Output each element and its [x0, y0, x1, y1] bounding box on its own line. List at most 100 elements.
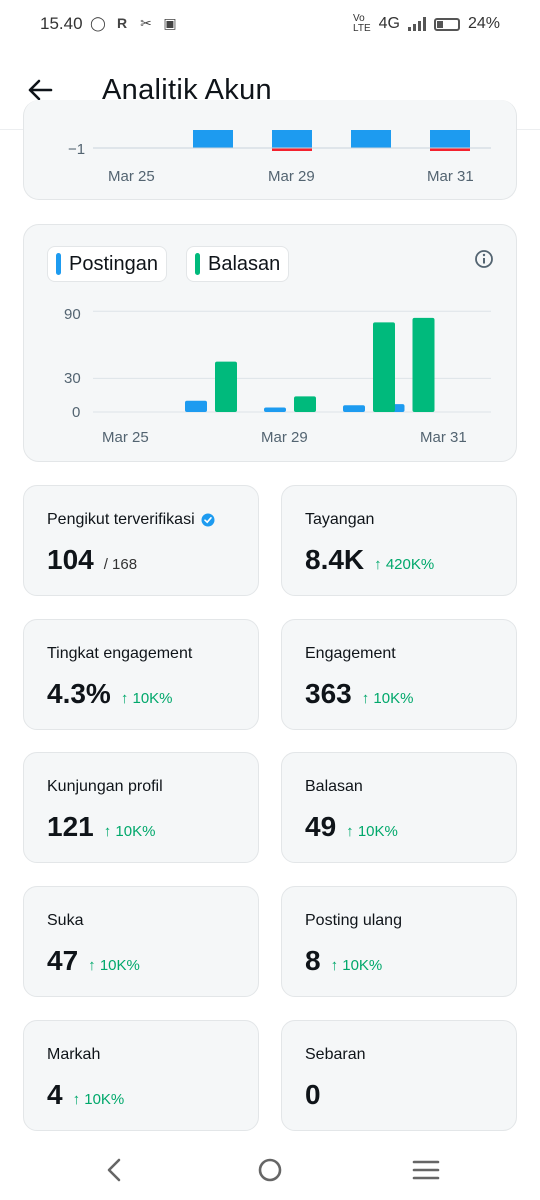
stat-card-shares[interactable]: Sebaran 0	[281, 1020, 517, 1131]
top-chart-negative-bar	[430, 148, 470, 151]
legend-balasan[interactable]: Balasan	[186, 246, 290, 282]
status-time: 15.40	[40, 14, 83, 33]
x-tick-label: Mar 29	[261, 429, 308, 446]
nav-back-icon[interactable]	[97, 1152, 133, 1188]
chart-bar-balasan[interactable]	[294, 396, 316, 412]
stat-value-row: 363 ↑ 10K%	[305, 678, 413, 710]
stat-value-row: 8.4K ↑ 420K%	[305, 544, 434, 576]
stat-label: Pengikut terverifikasi	[47, 511, 195, 528]
legend-label: Postingan	[69, 252, 158, 275]
system-nav-bar	[0, 1140, 540, 1200]
stat-delta: ↑ 10K%	[346, 823, 398, 840]
stat-delta: ↑ 420K%	[374, 556, 435, 573]
stat-value: 4	[47, 1079, 63, 1110]
nav-menu-icon[interactable]	[408, 1152, 444, 1188]
stat-delta: ↑ 10K%	[88, 957, 140, 974]
y-tick-label: 30	[64, 370, 81, 387]
stat-card-engagements[interactable]: Engagement 363 ↑ 10K%	[281, 619, 517, 730]
stat-label: Posting ulang	[305, 912, 402, 929]
stat-label: Markah	[47, 1046, 101, 1063]
stat-card-likes[interactable]: Suka 47 ↑ 10K%	[23, 886, 259, 997]
stat-value: 8.4K	[305, 544, 365, 575]
legend-label: Balasan	[208, 252, 281, 275]
top-chart-bar	[351, 130, 391, 148]
top-chart-y-tick: −1	[68, 141, 86, 158]
stat-card-engagement-rate[interactable]: Tingkat engagement 4.3% ↑ 10K%	[23, 619, 259, 730]
top-chart-bar	[430, 130, 470, 148]
stat-value-row: 104 / 168	[47, 544, 137, 576]
stat-value: 363	[305, 678, 352, 709]
top-chart-x-tick: Mar 29	[268, 168, 315, 185]
top-chart-bar	[272, 130, 312, 148]
status-bar: 15.40 ◯ R ✂ ▣ Vo LTE 4G 24%	[0, 0, 540, 52]
legend-swatch-blue	[56, 253, 61, 275]
top-chart-bar	[193, 130, 233, 148]
stat-card-impressions[interactable]: Tayangan 8.4K ↑ 420K%	[281, 485, 517, 596]
y-tick-label: 0	[72, 404, 81, 421]
stat-total: / 168	[103, 556, 138, 573]
network-type: 4G	[378, 15, 400, 32]
nav-home-icon[interactable]	[252, 1152, 288, 1188]
info-icon[interactable]	[474, 249, 494, 269]
stat-card-replies[interactable]: Balasan 49 ↑ 10K%	[281, 752, 517, 863]
stat-card-profile-visits[interactable]: Kunjungan profil 121 ↑ 10K%	[23, 752, 259, 863]
stat-label: Balasan	[305, 778, 363, 795]
stat-value-row: 4 ↑ 10K%	[47, 1079, 124, 1111]
stat-value-row: 49 ↑ 10K%	[305, 811, 398, 843]
whatsapp-icon: ◯	[90, 15, 106, 31]
stat-value-row: 4.3% ↑ 10K%	[47, 678, 173, 710]
chart-bar-postingan[interactable]	[264, 407, 286, 412]
chart-bar-balasan[interactable]	[373, 322, 395, 412]
stat-value-row: 47 ↑ 10K%	[47, 945, 140, 977]
posts-replies-chart	[93, 310, 491, 413]
stat-label: Suka	[47, 912, 84, 929]
verified-badge-icon	[201, 513, 215, 527]
stat-value: 0	[305, 1079, 321, 1110]
volte-icon: Vo LTE	[353, 13, 371, 34]
signal-icon	[407, 17, 426, 31]
stat-card-bookmarks[interactable]: Markah 4 ↑ 10K%	[23, 1020, 259, 1131]
stat-delta: ↑ 10K%	[361, 690, 414, 707]
chart-bar-postingan[interactable]	[185, 400, 207, 412]
stat-value: 8	[305, 945, 321, 976]
stat-label: Sebaran	[305, 1046, 366, 1063]
system-indicators: Vo LTE 4G 24%	[353, 14, 500, 34]
stat-delta: ↑ 10K%	[72, 1091, 125, 1108]
notification-icons: ◯ R ✂ ▣	[90, 15, 178, 31]
legend-swatch-green	[195, 253, 200, 275]
stat-label-row: Pengikut terverifikasi	[47, 511, 215, 529]
x-tick-label: Mar 31	[420, 429, 467, 446]
battery-level: 24%	[467, 15, 500, 32]
stat-delta: ↑ 10K%	[330, 957, 383, 974]
stat-label: Tayangan	[305, 511, 375, 528]
chart-bar-postingan[interactable]	[343, 405, 365, 412]
battery-icon	[433, 17, 460, 31]
stat-card-reposts[interactable]: Posting ulang 8 ↑ 10K%	[281, 886, 517, 997]
stat-label: Tingkat engagement	[47, 645, 193, 662]
stat-label: Engagement	[305, 645, 396, 662]
stat-value: 4.3%	[47, 678, 111, 709]
chart-bar-balasan[interactable]	[412, 317, 435, 412]
back-arrow-icon[interactable]	[26, 76, 54, 104]
chart-bar-balasan[interactable]	[215, 361, 237, 412]
stat-value-row: 0	[305, 1079, 321, 1111]
stat-value: 121	[47, 811, 94, 842]
top-chart-x-tick: Mar 25	[108, 168, 155, 185]
stat-value: 47	[47, 945, 79, 976]
r-app-icon: R	[116, 15, 128, 31]
stat-delta: ↑ 10K%	[120, 690, 173, 707]
top-chart-negative-bar	[272, 148, 312, 151]
stat-label: Kunjungan profil	[47, 778, 163, 795]
y-tick-label: 90	[64, 306, 81, 323]
stat-value-row: 8 ↑ 10K%	[305, 945, 382, 977]
app-badge-icon: ▣	[163, 15, 177, 31]
scissors-icon: ✂	[140, 15, 152, 31]
legend-postingan[interactable]: Postingan	[47, 246, 167, 282]
stat-delta: ↑ 10K%	[103, 823, 156, 840]
x-tick-label: Mar 25	[102, 429, 149, 446]
top-chart-x-tick: Mar 31	[427, 168, 474, 185]
stat-card-verified-followers[interactable]: Pengikut terverifikasi 104 / 168	[23, 485, 259, 596]
top-chart	[93, 130, 491, 151]
stat-value-row: 121 ↑ 10K%	[47, 811, 155, 843]
stat-value: 104	[47, 544, 94, 575]
